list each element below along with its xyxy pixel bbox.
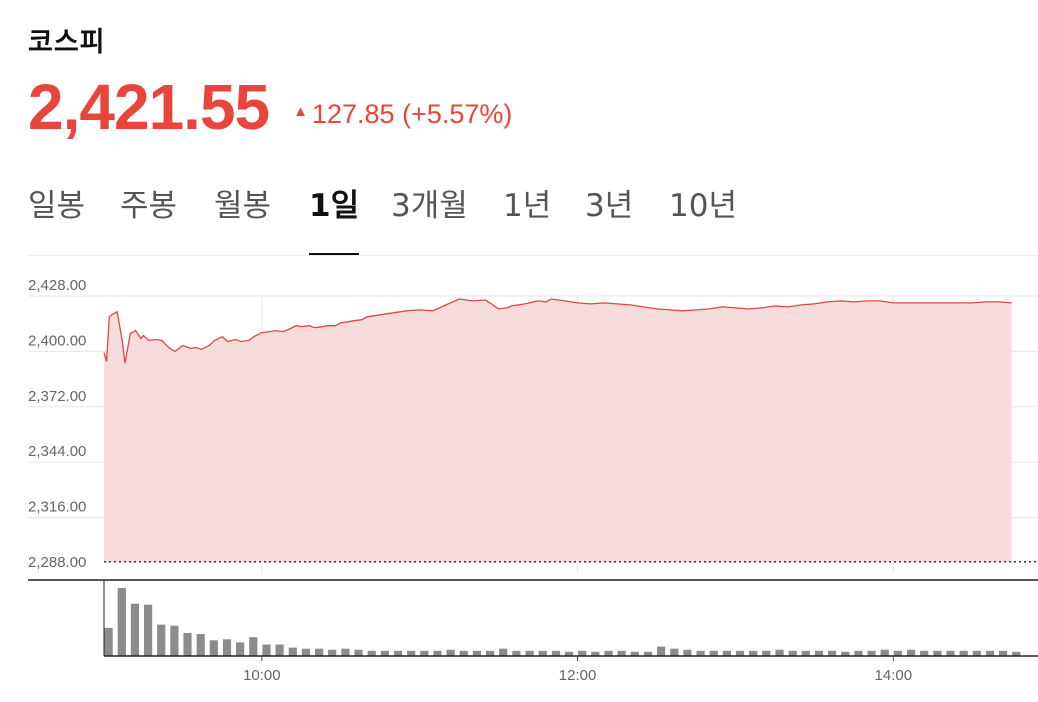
volume-bar	[538, 650, 547, 656]
tab-10-years[interactable]: 10년	[669, 188, 737, 224]
volume-bar	[117, 588, 126, 656]
volume-bar	[380, 650, 389, 656]
volume-bar	[657, 646, 666, 656]
period-tabs: 일봉 주봉 월봉 1일 3개월 1년 3년 10년	[28, 180, 1038, 256]
y-tick-label: 2,372.00	[28, 388, 86, 405]
volume-bar	[762, 650, 771, 656]
volume-bar	[775, 649, 784, 656]
volume-bar	[617, 650, 626, 656]
volume-bar	[393, 650, 403, 656]
volume-bar	[867, 650, 876, 656]
price-change: ▲ 127.85 (+5.57%)	[293, 99, 512, 130]
price-line	[103, 298, 1012, 364]
volume-bar	[472, 650, 481, 656]
x-tick-label: 14:00	[875, 667, 913, 684]
volume-bar	[578, 650, 587, 656]
volume-bar	[315, 648, 324, 656]
y-tick-label: 2,400.00	[28, 332, 86, 349]
x-tick-label: 10:00	[243, 667, 281, 684]
volume-bar	[907, 649, 916, 656]
volume-bar	[854, 650, 863, 656]
volume-bar	[486, 650, 495, 656]
volume-bar	[604, 650, 613, 656]
volume-bar	[499, 648, 508, 656]
volume-bar	[275, 644, 284, 656]
volume-bar	[157, 624, 166, 656]
volume-bar	[288, 647, 297, 656]
volume-bar	[341, 648, 350, 656]
volume-bar	[551, 650, 560, 656]
volume-bar	[249, 637, 258, 656]
volume-bar	[946, 650, 955, 656]
volume-bar	[801, 650, 810, 656]
tab-3-years[interactable]: 3년	[585, 188, 634, 224]
volume-bar	[722, 650, 731, 656]
volume-bar	[183, 633, 192, 656]
volume-bar	[130, 603, 139, 656]
tab-monthly-candle[interactable]: 월봉	[214, 188, 272, 224]
tabs-divider	[28, 255, 1038, 256]
volume-bar	[420, 650, 429, 656]
volume-bar	[880, 649, 889, 656]
volume-bar	[433, 650, 442, 656]
volume-bar	[328, 649, 337, 656]
volume-bar	[222, 639, 232, 656]
volume-bar	[683, 649, 692, 656]
volume-bar	[749, 650, 758, 656]
y-tick-label: 2,344.00	[28, 443, 86, 460]
up-arrow-icon: ▲	[293, 103, 308, 120]
page-title: 코스피	[28, 27, 106, 58]
price-area	[104, 299, 1012, 562]
volume-bar	[999, 650, 1008, 656]
volume-bar	[972, 650, 981, 656]
volume-bar	[446, 649, 455, 656]
volume-bar	[564, 651, 574, 656]
volume-bar	[209, 640, 218, 656]
volume-bar	[591, 651, 600, 656]
volume-bar	[893, 650, 902, 656]
volume-bar	[407, 650, 416, 656]
volume-bar	[735, 650, 745, 656]
volume-bar	[696, 650, 705, 656]
volume-bar	[788, 650, 797, 656]
volume-bar	[262, 644, 271, 656]
volume-bar	[959, 650, 968, 656]
price-row: 2,421.55 ▲ 127.85 (+5.57%)	[28, 70, 512, 144]
volume-bar	[1012, 651, 1021, 656]
volume-bar	[196, 634, 205, 656]
volume-bar	[367, 650, 376, 656]
tab-daily-candle[interactable]: 일봉	[28, 188, 86, 224]
intraday-chart: 2,428.00 2,400.00 2,372.00 2,344.00 2,316.00…	[28, 277, 1038, 684]
volume-bar	[170, 625, 179, 656]
volume-bar	[933, 650, 942, 656]
volume-bar	[814, 650, 824, 656]
volume-bar	[985, 650, 995, 656]
volume-bar	[144, 604, 153, 656]
volume-bar	[512, 650, 521, 656]
tab-1-year[interactable]: 1년	[503, 188, 552, 224]
current-price: 2,421.55	[28, 71, 270, 143]
tab-3-months[interactable]: 3개월	[391, 188, 468, 224]
volume-bar	[828, 650, 837, 656]
volume-bar	[643, 651, 653, 656]
volume-bar	[920, 650, 929, 656]
volume-bar	[104, 627, 113, 656]
change-text: 127.85 (+5.57%)	[311, 99, 513, 129]
volume-bar	[301, 648, 310, 656]
y-tick-label: 2,316.00	[28, 499, 86, 516]
y-tick-label: 2,428.00	[28, 277, 86, 294]
x-tick-label: 12:00	[559, 667, 597, 684]
volume-bar	[354, 649, 363, 656]
tab-1-day[interactable]: 1일	[309, 180, 360, 256]
volume-bar	[709, 650, 718, 656]
volume-bar	[841, 651, 850, 656]
tab-weekly-candle[interactable]: 주봉	[120, 188, 178, 224]
volume-bar	[670, 648, 679, 656]
volume-bar	[459, 650, 468, 656]
volume-bar	[236, 642, 245, 656]
y-tick-label: 2,288.00	[28, 554, 86, 571]
volume-bar	[525, 650, 534, 656]
volume-bar	[630, 651, 639, 656]
